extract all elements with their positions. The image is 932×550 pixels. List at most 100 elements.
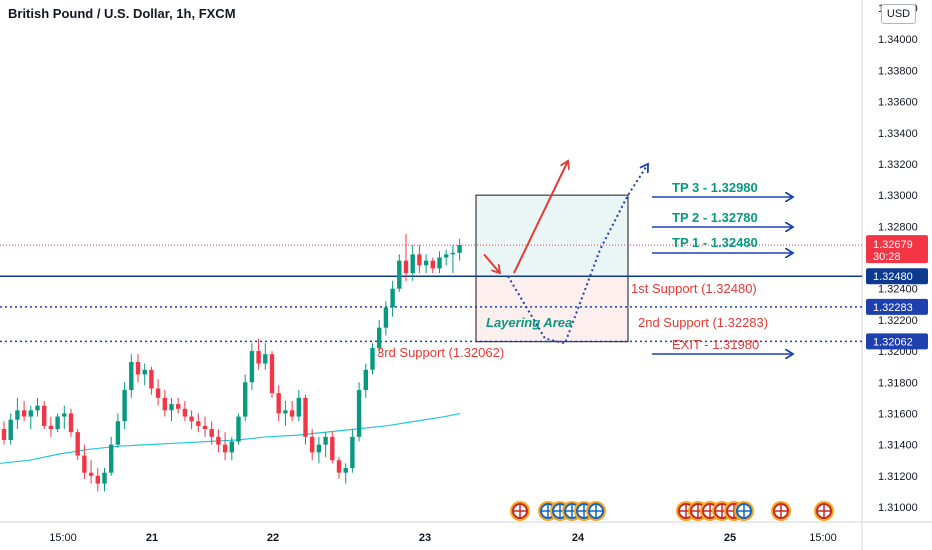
y-tick-label: 1.33400 xyxy=(878,128,918,140)
candle-body xyxy=(109,444,114,473)
y-tick-label: 1.32400 xyxy=(878,284,918,296)
candle-body xyxy=(62,413,67,417)
candle-body xyxy=(316,444,322,453)
candle-body xyxy=(289,410,295,417)
candle-body xyxy=(196,421,201,426)
candle-body xyxy=(444,254,449,258)
candle-body xyxy=(256,351,261,364)
red-target-arrow xyxy=(513,161,568,274)
blue-path-arrow xyxy=(507,164,648,345)
candle-body xyxy=(383,307,389,328)
candle-body xyxy=(21,410,27,417)
candle-body xyxy=(310,436,315,453)
y-tick-label: 1.32200 xyxy=(878,315,918,327)
price-badge-2nd-support xyxy=(866,298,928,315)
candle-body xyxy=(330,436,335,461)
y-tick-label: 1.31200 xyxy=(878,471,918,483)
candle-body xyxy=(182,408,188,417)
candle-body xyxy=(430,260,435,269)
candle-body xyxy=(48,425,54,430)
candle-body xyxy=(95,475,100,484)
candle-body xyxy=(35,405,40,411)
candle-body xyxy=(15,410,20,420)
candle-body xyxy=(209,429,214,437)
price-badge-1st-support-text: 1.32480 xyxy=(873,271,913,283)
candle-body xyxy=(336,460,342,473)
candle-body xyxy=(88,472,94,476)
tp-label: TP 1 - 1.32480 xyxy=(672,235,758,250)
candle-body xyxy=(263,354,268,364)
candle-body xyxy=(222,444,228,453)
candle-body xyxy=(229,441,234,453)
layering-area-label: Layering Area xyxy=(486,315,572,330)
current-price-badge xyxy=(866,235,928,264)
candle-body xyxy=(216,436,221,445)
candle-body xyxy=(169,404,174,411)
candle-body xyxy=(417,254,422,266)
candle-body xyxy=(350,436,355,469)
candle-body xyxy=(457,245,462,253)
y-tick-label: 1.33000 xyxy=(878,190,918,202)
candle-body xyxy=(189,416,194,422)
x-tick-label: 23 xyxy=(419,532,431,544)
candle-body xyxy=(450,252,456,255)
price-badge-3rd-support-text: 1.32062 xyxy=(873,336,913,348)
x-tick-label: 15:00 xyxy=(49,532,77,544)
current-price-text: 1.32679 xyxy=(873,239,913,251)
price-badge-2nd-support-text: 1.32283 xyxy=(873,302,913,314)
candle-body xyxy=(102,472,107,484)
candle-body xyxy=(68,413,74,433)
candle-body xyxy=(276,393,281,414)
candle-body xyxy=(155,388,161,398)
y-tick-label: 1.31000 xyxy=(878,502,918,514)
candle-body xyxy=(423,260,429,266)
support-label-1: 1st Support (1.32480) xyxy=(631,281,757,296)
layering-zone xyxy=(475,275,629,343)
candle-body xyxy=(343,468,348,473)
candle-body xyxy=(356,390,362,437)
support-label-2: 2nd Support (1.32283) xyxy=(638,315,768,330)
candle-body xyxy=(269,354,275,394)
candle-body xyxy=(28,410,33,417)
candle-body xyxy=(1,429,7,440)
x-tick-label: 22 xyxy=(267,532,279,544)
candle-body xyxy=(236,416,241,442)
candle-body xyxy=(410,254,415,274)
support-label-3: 3rd Support (1.32062) xyxy=(377,345,504,360)
candle-body xyxy=(397,260,402,289)
candle-body xyxy=(202,425,208,430)
y-tick-label: 1.32800 xyxy=(878,221,918,233)
candle-body xyxy=(437,257,442,269)
x-tick-label: 24 xyxy=(572,532,585,544)
candle-body xyxy=(249,351,255,383)
candle-body xyxy=(149,369,154,389)
candle-body xyxy=(82,455,87,473)
candle-body xyxy=(363,369,368,391)
candle-body xyxy=(283,410,288,414)
candle-body xyxy=(8,419,13,440)
candle-body xyxy=(303,397,308,437)
candle-body xyxy=(55,416,60,430)
currency-button[interactable]: USD xyxy=(881,4,916,24)
y-tick-label: 1.31400 xyxy=(878,440,918,452)
candle-body xyxy=(122,390,127,422)
candle-body xyxy=(390,288,395,308)
countdown-text: 30:28 xyxy=(873,251,901,263)
chart-title: British Pound / U.S. Dollar, 1h, FXCM xyxy=(8,6,236,21)
price-badge-1st-support xyxy=(866,268,928,285)
tp-label: TP 2 - 1.32780 xyxy=(672,210,758,225)
candle-body xyxy=(75,432,80,456)
candle-body xyxy=(403,260,409,274)
candle-body xyxy=(115,421,121,445)
x-tick-label: 25 xyxy=(724,532,736,544)
candle-body xyxy=(377,327,382,348)
y-tick-label: 1.33600 xyxy=(878,97,918,109)
candle-body xyxy=(176,404,181,409)
candle-body xyxy=(323,436,328,445)
y-tick-label: 1.33200 xyxy=(878,159,918,171)
candle-body xyxy=(129,361,134,391)
price-badge-3rd-support xyxy=(866,333,928,350)
red-entry-arrow xyxy=(483,253,500,273)
candle-body xyxy=(296,397,301,417)
